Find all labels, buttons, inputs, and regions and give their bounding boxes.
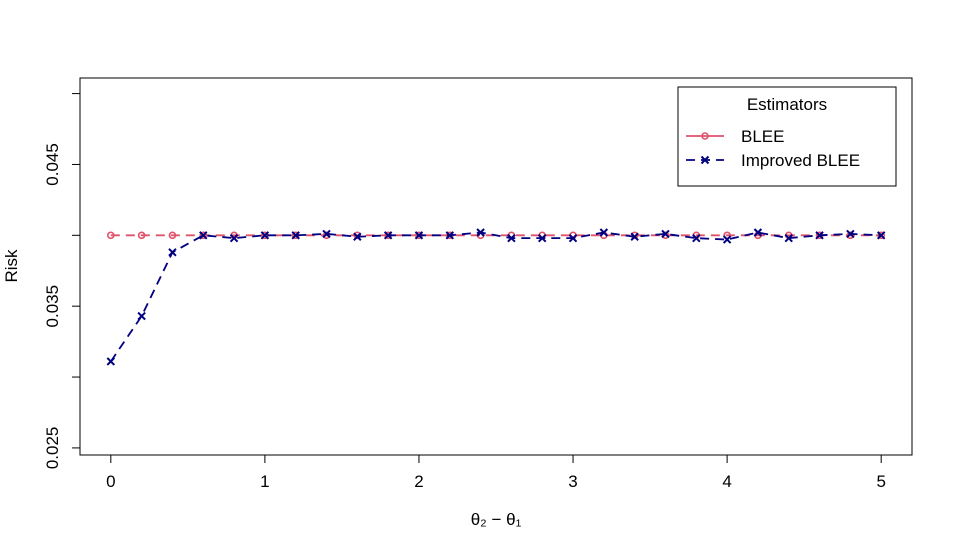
x-tick-label: 2 [414, 472, 423, 491]
data-point-x [722, 235, 732, 244]
data-point-x [568, 233, 578, 243]
data-point-circle [630, 231, 639, 240]
data-point-circle [877, 231, 885, 240]
data-point-x-stroke [692, 233, 701, 243]
data-point-x-stroke [507, 233, 516, 243]
data-point-x [815, 231, 824, 240]
legend: Estimators BLEE Improved BLEE [677, 86, 897, 187]
x-tick-label: 0 [106, 472, 115, 491]
data-point-x [260, 231, 270, 240]
legend-entry: BLEE [686, 127, 784, 146]
data-point-x-stroke [383, 231, 393, 240]
data-point-x [846, 229, 855, 239]
y-axis-label: Risk [2, 249, 21, 283]
data-point-x [700, 155, 710, 165]
series-layer [106, 228, 886, 366]
x-tick-label: 3 [568, 472, 577, 491]
data-point-x [753, 228, 763, 237]
data-point-x-stroke [168, 248, 177, 257]
legend-label: BLEE [741, 127, 784, 146]
legend-entry: Improved BLEE [686, 151, 860, 170]
data-point-x [383, 231, 393, 240]
data-point-x-stroke [476, 228, 485, 237]
data-point-x-stroke [106, 357, 116, 366]
data-point-x [876, 231, 886, 240]
data-point-x [106, 357, 116, 366]
data-point-x-stroke [291, 231, 300, 240]
data-point-x-stroke [137, 311, 146, 321]
y-tick-label: 0.045 [43, 143, 62, 186]
data-point-x-stroke [199, 231, 208, 240]
data-point-circle [353, 231, 362, 240]
data-point-x [414, 231, 424, 240]
data-point-x [291, 231, 300, 240]
x-axis-label: θ₂ − θ₁ [471, 510, 522, 529]
data-point-x [322, 229, 331, 239]
data-point-x-stroke [322, 229, 331, 239]
legend-title: Estimators [747, 95, 827, 114]
data-point-circle [137, 231, 146, 240]
data-point-x-stroke [846, 229, 855, 239]
x-tick-label: 4 [722, 472, 731, 491]
legend-label: Improved BLEE [741, 151, 860, 170]
data-point-circle [322, 231, 331, 240]
y-tick-label: 0.035 [43, 285, 62, 328]
x-axis: 0 1 2 3 4 5 [106, 454, 886, 491]
data-point-x [229, 233, 239, 243]
data-point-x [630, 232, 639, 241]
data-point-x-stroke [753, 228, 763, 237]
data-point-x-stroke [700, 155, 710, 165]
data-point-x [445, 231, 454, 240]
data-point-x [661, 229, 670, 239]
data-point-circle [661, 231, 670, 240]
data-point-x-stroke [414, 231, 424, 240]
data-point-x-stroke [353, 232, 362, 241]
data-point-x [507, 233, 516, 243]
data-point-x [599, 228, 609, 237]
series-improved-blee [106, 228, 886, 366]
data-point-circle [107, 231, 115, 240]
data-point-x-stroke [260, 231, 270, 240]
data-point-x [692, 233, 701, 243]
data-point-x-stroke [568, 233, 578, 243]
series-line [110, 231, 882, 362]
data-point-x [476, 228, 485, 237]
data-point-circle [199, 231, 208, 240]
x-tick-label: 5 [876, 472, 885, 491]
data-point-x [199, 231, 208, 240]
x-tick-label: 1 [260, 472, 269, 491]
data-point-x-stroke [722, 235, 732, 244]
data-point-x [353, 232, 362, 241]
data-point-x-stroke [445, 231, 454, 240]
data-point-circle [846, 231, 855, 240]
data-point-x [538, 233, 547, 243]
data-point-x [168, 248, 177, 257]
data-point-x [137, 311, 146, 321]
data-point-x-stroke [815, 231, 824, 240]
data-point-x-stroke [784, 233, 793, 243]
data-point-x-stroke [538, 233, 547, 243]
data-point-circle [701, 132, 709, 140]
data-point-x [784, 233, 793, 243]
y-axis: 0.025 0.035 0.045 [43, 93, 81, 470]
y-tick-label: 0.025 [43, 427, 62, 470]
data-point-x-stroke [229, 233, 239, 243]
data-point-circle [168, 231, 177, 240]
data-point-x-stroke [599, 228, 609, 237]
data-point-x-stroke [630, 232, 639, 241]
data-point-x-stroke [661, 229, 670, 239]
data-point-x-stroke [876, 231, 886, 240]
